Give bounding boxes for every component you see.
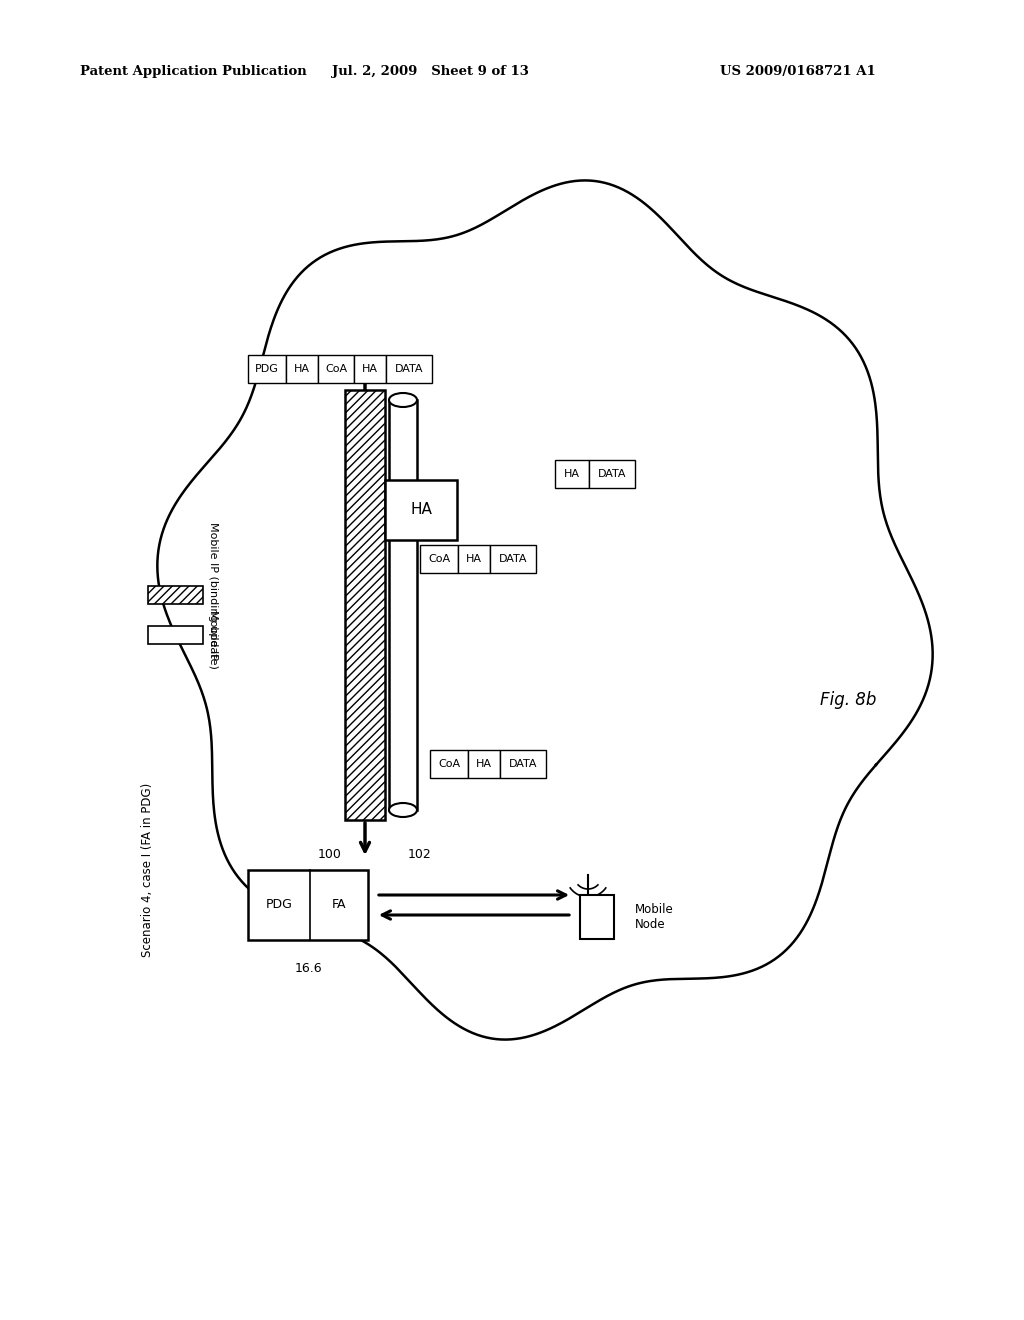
- Bar: [580, 895, 614, 939]
- Bar: [385, 480, 457, 540]
- Text: DATA: DATA: [499, 554, 527, 564]
- Text: HA: HA: [410, 503, 432, 517]
- Bar: [458, 545, 490, 573]
- Bar: [420, 545, 458, 573]
- Bar: [318, 355, 354, 383]
- Text: US 2009/0168721 A1: US 2009/0168721 A1: [720, 66, 876, 78]
- Ellipse shape: [389, 803, 417, 817]
- Text: Mobile
Node: Mobile Node: [635, 903, 674, 931]
- Bar: [386, 355, 432, 383]
- Bar: [389, 400, 417, 810]
- Bar: [354, 355, 386, 383]
- Text: HA: HA: [362, 364, 378, 374]
- Text: DATA: DATA: [394, 364, 423, 374]
- Text: Jul. 2, 2009   Sheet 9 of 13: Jul. 2, 2009 Sheet 9 of 13: [332, 66, 528, 78]
- Bar: [500, 750, 546, 777]
- Bar: [430, 750, 468, 777]
- Bar: [147, 626, 203, 644]
- Bar: [286, 355, 318, 383]
- Text: DATA: DATA: [598, 469, 627, 479]
- Text: Patent Application Publication: Patent Application Publication: [80, 66, 307, 78]
- Text: Mobile IP: Mobile IP: [208, 610, 217, 660]
- Text: HA: HA: [476, 759, 492, 770]
- Text: CoA: CoA: [428, 554, 451, 564]
- Text: HA: HA: [294, 364, 310, 374]
- Text: DATA: DATA: [509, 759, 538, 770]
- Text: 16.6: 16.6: [294, 961, 322, 974]
- Bar: [490, 545, 536, 573]
- Bar: [248, 355, 286, 383]
- Bar: [345, 389, 385, 820]
- Text: 100: 100: [318, 849, 342, 862]
- Text: PDG: PDG: [265, 899, 293, 912]
- Text: HA: HA: [466, 554, 482, 564]
- Text: Fig. 8b: Fig. 8b: [820, 690, 877, 709]
- Bar: [147, 586, 203, 605]
- Bar: [555, 459, 589, 488]
- Text: CoA: CoA: [438, 759, 460, 770]
- Text: 102: 102: [409, 849, 432, 862]
- Bar: [589, 459, 635, 488]
- Bar: [468, 750, 500, 777]
- Text: HA: HA: [564, 469, 580, 479]
- Text: FA: FA: [332, 899, 346, 912]
- Text: Scenario 4, case I (FA in PDG): Scenario 4, case I (FA in PDG): [141, 783, 155, 957]
- Text: Mobile IP (binding update): Mobile IP (binding update): [208, 521, 217, 668]
- Ellipse shape: [389, 393, 417, 407]
- Bar: [248, 870, 368, 940]
- Text: CoA: CoA: [325, 364, 347, 374]
- Text: PDG: PDG: [255, 364, 279, 374]
